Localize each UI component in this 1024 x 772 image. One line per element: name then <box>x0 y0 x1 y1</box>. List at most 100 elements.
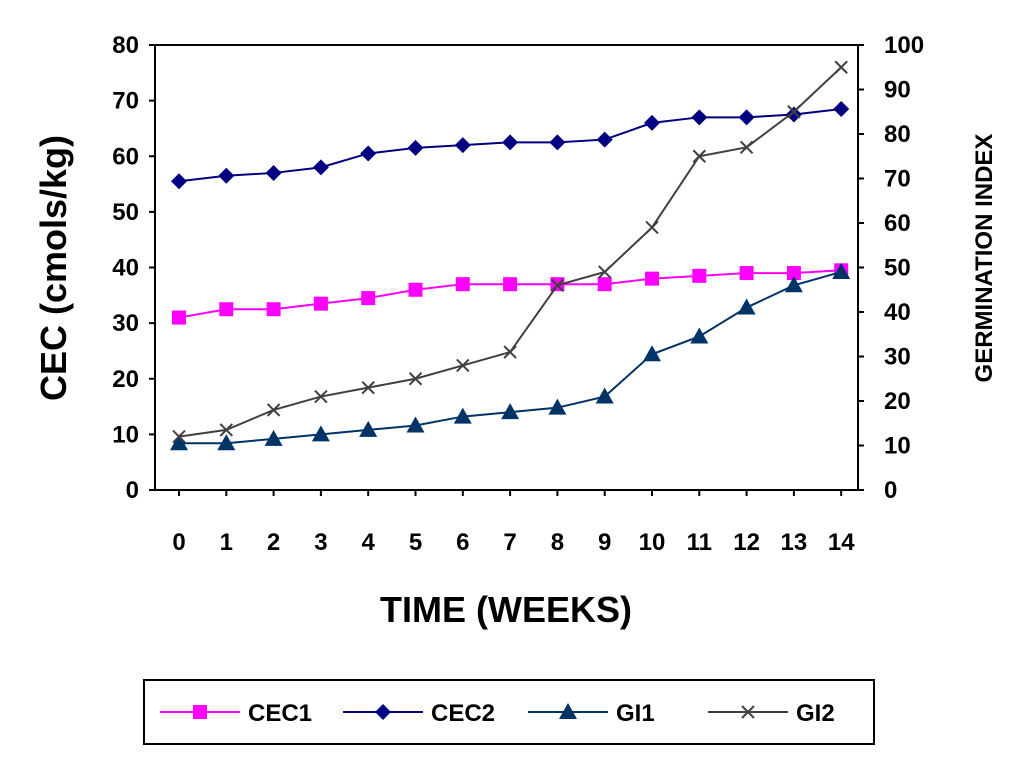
gi2-point <box>172 429 186 444</box>
cec1-point <box>692 268 707 283</box>
gi1-point <box>264 429 283 446</box>
gi1-point <box>170 434 188 451</box>
y2-tick-label: 80 <box>884 121 911 148</box>
legend-cec1-marker <box>193 705 207 719</box>
gi1-point <box>784 276 803 293</box>
cec2-point <box>360 145 377 162</box>
x-tick-label: 11 <box>687 529 712 556</box>
y-tick-label: 10 <box>112 421 139 448</box>
gi2-point <box>834 60 848 74</box>
gi1-point <box>832 262 851 279</box>
y2-axis-ticks: 0 10 20 30 40 50 60 70 80 90 100 <box>858 32 924 504</box>
y-tick-label: 50 <box>112 199 139 226</box>
y-tick-label: 30 <box>112 310 139 337</box>
y2-title-clip <box>1004 0 1024 772</box>
gi1-point <box>595 387 614 404</box>
y-tick-label: 60 <box>112 143 139 170</box>
legend: CEC1 CEC2 GI1 GI2 <box>160 700 835 727</box>
cec1-point <box>172 310 186 325</box>
cec1-point <box>786 266 801 281</box>
cec1-point <box>313 296 328 311</box>
x-tick-label: 1 <box>220 529 233 556</box>
gi2-point <box>503 345 517 359</box>
gi2-point <box>597 265 612 279</box>
y-tick-label: 80 <box>112 32 139 59</box>
gi1-point <box>217 434 236 451</box>
gi2-point <box>787 105 801 119</box>
cec1-point <box>361 291 376 306</box>
cec2-point <box>833 100 850 117</box>
gi2-point <box>645 220 659 235</box>
gi2-point <box>266 403 281 417</box>
legend-gi1-marker <box>559 703 577 719</box>
x-tick-label: 3 <box>314 529 327 556</box>
y2-tick-label: 30 <box>884 344 911 371</box>
series-layer <box>170 60 851 451</box>
y2-tick-label: 40 <box>884 299 911 326</box>
y-axis-title: CEC (cmols/kg) <box>33 135 74 401</box>
legend-gi2-marker <box>741 705 755 719</box>
cec2-point <box>218 167 235 184</box>
gi2-point <box>314 389 328 404</box>
gi2-point <box>550 278 565 293</box>
x-tick-label: 4 <box>362 529 376 556</box>
x-tick-label: 0 <box>172 529 185 556</box>
gi1-point <box>311 425 330 442</box>
gi1-point <box>643 345 661 362</box>
gi2-point <box>408 372 423 386</box>
legend-cec2-marker <box>375 704 391 720</box>
y2-tick-label: 90 <box>884 77 911 104</box>
y2-tick-label: 100 <box>884 32 924 59</box>
x-tick-label: 14 <box>828 529 855 556</box>
y-tick-label: 70 <box>112 88 139 115</box>
gi2-point <box>692 149 707 163</box>
cec2-point <box>785 106 802 123</box>
y2-tick-label: 10 <box>884 433 911 460</box>
cec2-point <box>312 159 329 176</box>
x-axis-ticks: 0 1 2 3 4 5 6 7 8 9 10 11 12 13 14 <box>172 490 855 556</box>
cec2-point <box>644 114 660 131</box>
legend-cec2-label: CEC2 <box>431 700 495 727</box>
cec2-point <box>265 164 282 181</box>
cec1-point <box>503 277 518 292</box>
x-axis-title: TIME (WEEKS) <box>380 589 632 630</box>
x-tick-label: 8 <box>551 529 564 556</box>
cec1-point <box>219 302 234 317</box>
x-tick-label: 10 <box>639 529 666 556</box>
cec1-point <box>597 277 612 292</box>
gi2-point <box>456 358 470 373</box>
cec1-point <box>739 266 754 281</box>
x-tick-label: 2 <box>267 529 280 556</box>
gi1-point <box>737 298 756 315</box>
y2-tick-label: 20 <box>884 388 911 415</box>
cec2-point <box>691 109 708 126</box>
y2-tick-label: 70 <box>884 166 911 193</box>
legend-gi1-label: GI1 <box>616 700 655 727</box>
cec2-point <box>549 134 566 151</box>
x-tick-label: 9 <box>598 529 611 556</box>
gi2-point <box>361 380 375 395</box>
y-tick-label: 0 <box>126 477 139 504</box>
y-tick-label: 40 <box>112 255 139 282</box>
legend-gi2-label: GI2 <box>796 700 835 727</box>
gi1-point <box>501 403 520 420</box>
cec2-point <box>454 137 471 154</box>
gi1-point <box>690 327 709 344</box>
cec1-point <box>408 282 423 297</box>
y2-axis-title: GERMINATION INDEX <box>971 134 998 383</box>
y2-tick-label: 60 <box>884 210 911 237</box>
x-tick-label: 12 <box>733 529 760 556</box>
cec1-point <box>645 271 659 286</box>
cec1-point <box>455 277 470 292</box>
cec2-point <box>171 173 187 190</box>
cec2-point <box>738 109 755 126</box>
gi2-point <box>739 140 754 155</box>
x-tick-label: 5 <box>409 529 422 556</box>
gi1-point <box>359 420 378 437</box>
y-axis-ticks: 0 10 20 30 40 50 60 70 80 <box>112 32 155 504</box>
cec2-point <box>502 134 519 151</box>
y2-tick-label: 50 <box>884 255 911 282</box>
cec1-point <box>266 302 281 317</box>
gi1-point <box>548 398 567 415</box>
